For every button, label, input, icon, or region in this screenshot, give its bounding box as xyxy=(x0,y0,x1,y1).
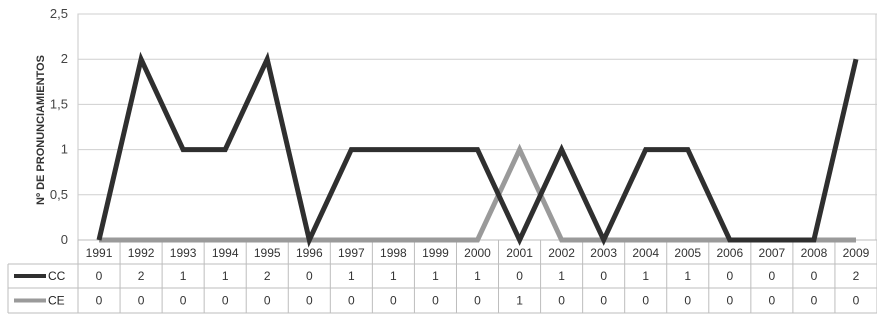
table-cell-value: 2 xyxy=(138,269,145,283)
gridlines xyxy=(77,13,877,241)
x-tick-label: 2000 xyxy=(464,246,491,260)
legend-label: CC xyxy=(48,269,66,283)
series-line-cc xyxy=(96,51,859,248)
table-cell-value: 0 xyxy=(811,269,818,283)
table-cell-value: 0 xyxy=(600,269,607,283)
y-tick-label: 1 xyxy=(61,142,68,157)
y-axis-label: Nº DE PRONUNCIAMIENTOS xyxy=(35,55,47,205)
table-cell-value: 1 xyxy=(432,269,439,283)
table-cell-value: 0 xyxy=(390,294,397,308)
table-cell-value: 0 xyxy=(264,294,271,308)
x-tick-label: 1991 xyxy=(86,246,113,260)
x-tick-label: 2005 xyxy=(674,246,701,260)
x-tick-label: 1997 xyxy=(338,246,365,260)
table-cell-value: 1 xyxy=(558,269,565,283)
x-tick-label: 1999 xyxy=(422,246,449,260)
x-tick-label: 2007 xyxy=(759,246,786,260)
table-cell-value: 2 xyxy=(853,269,860,283)
table-cell-value: 1 xyxy=(642,269,649,283)
table-cell-value: 1 xyxy=(516,294,523,308)
table-cell-value: 0 xyxy=(474,294,481,308)
table-cell-value: 0 xyxy=(642,294,649,308)
y-axis-ticks: 0 0,5 1 1,5 2 2,5 xyxy=(50,6,68,247)
x-tick-label: 1994 xyxy=(212,246,239,260)
table-cell-value: 0 xyxy=(180,294,187,308)
x-tick-label: 1992 xyxy=(128,246,155,260)
table-cell-value: 0 xyxy=(769,294,776,308)
x-tick-label: 2006 xyxy=(716,246,743,260)
table-cell-value: 1 xyxy=(474,269,481,283)
x-tick-label: 2001 xyxy=(506,246,533,260)
table-cell-value: 0 xyxy=(726,294,733,308)
table-cell-value: 0 xyxy=(769,269,776,283)
x-tick-label: 2002 xyxy=(548,246,575,260)
x-tick-label: 2009 xyxy=(843,246,870,260)
table-cell-value: 1 xyxy=(390,269,397,283)
y-tick-label: 0,5 xyxy=(50,187,68,202)
table-cell-value: 1 xyxy=(180,269,187,283)
table-cell-value: 0 xyxy=(96,269,103,283)
table-cell-value: 0 xyxy=(96,294,103,308)
y-tick-label: 0 xyxy=(61,232,68,247)
table-cell-value: 0 xyxy=(348,294,355,308)
table-cell-value: 0 xyxy=(726,269,733,283)
table-cell-value: 0 xyxy=(306,294,313,308)
y-tick-label: 2,5 xyxy=(50,6,68,21)
table-cell-value: 0 xyxy=(600,294,607,308)
x-tick-label: 2003 xyxy=(590,246,617,260)
table-cell-value: 0 xyxy=(222,294,229,308)
table-cell-value: 0 xyxy=(811,294,818,308)
table-cell-value: 1 xyxy=(348,269,355,283)
series-lines xyxy=(96,51,859,248)
table-cell-value: 0 xyxy=(853,294,860,308)
table-cell-value: 0 xyxy=(558,294,565,308)
x-tick-label: 1993 xyxy=(170,246,197,260)
x-tick-label: 1996 xyxy=(296,246,323,260)
legend-label: CE xyxy=(48,294,65,308)
table-cell-value: 1 xyxy=(684,269,691,283)
table-cell-value: 0 xyxy=(684,294,691,308)
table-cell-value: 0 xyxy=(138,294,145,308)
x-tick-label: 2004 xyxy=(632,246,659,260)
table-cell-value: 2 xyxy=(264,269,271,283)
table-cell-value: 0 xyxy=(306,269,313,283)
y-tick-label: 2 xyxy=(61,51,68,66)
table-cell-value: 1 xyxy=(222,269,229,283)
plot-area xyxy=(77,13,877,241)
x-tick-label: 1995 xyxy=(254,246,281,260)
table-cell-value: 0 xyxy=(432,294,439,308)
x-tick-label: 2008 xyxy=(801,246,828,260)
data-table: 1991 1992 1993 1994 1995 1996 1997 1998 1999 2000… xyxy=(7,239,877,314)
y-tick-label: 1,5 xyxy=(50,96,68,111)
table-cell-value: 0 xyxy=(516,269,523,283)
x-tick-label: 1998 xyxy=(380,246,407,260)
